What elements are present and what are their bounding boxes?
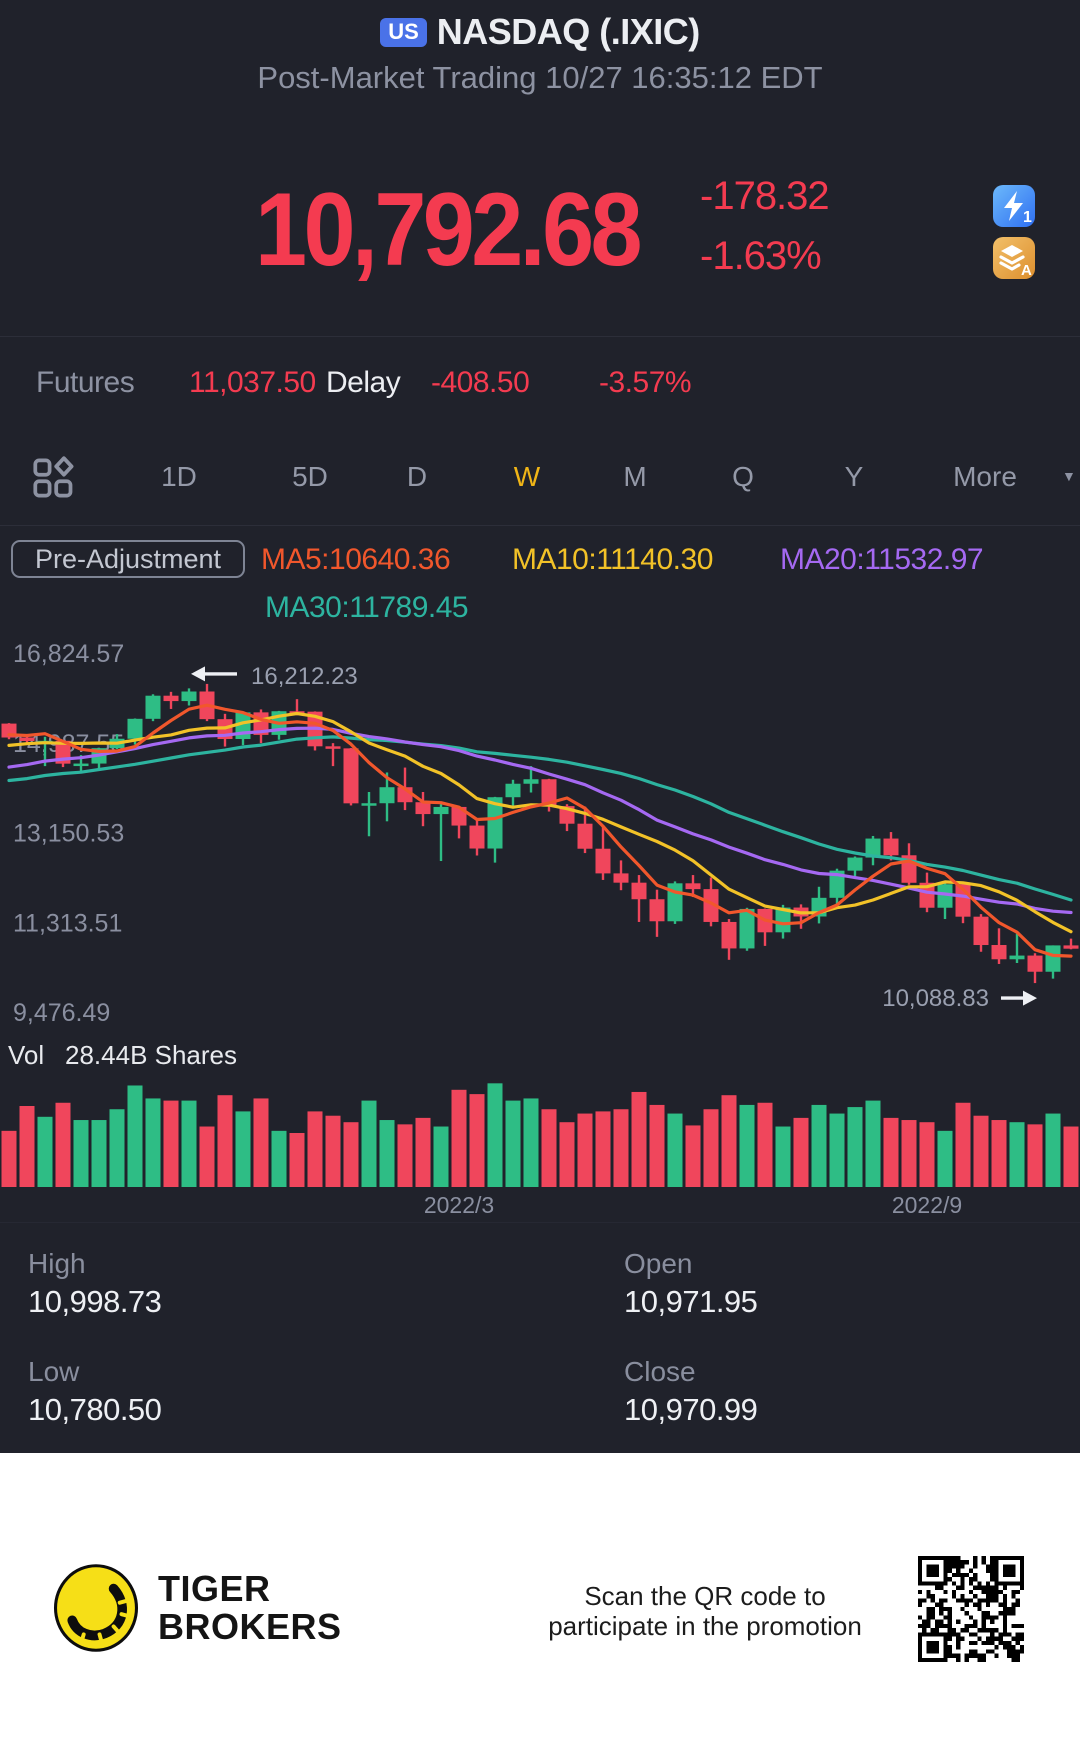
futures-label[interactable]: Futures [36,366,135,399]
tab-d[interactable]: D [406,461,428,492]
chart-layout-grid-icon[interactable] [33,456,75,500]
promo-line2: participate in the promotion [548,1611,862,1641]
tab-5d[interactable]: 5D [292,461,328,492]
ma5-value: MA5:10640.36 [261,543,451,576]
ma5-line [7,703,1073,958]
chevron-down-icon[interactable]: ▼ [1062,468,1076,484]
svg-text:A: A [1021,262,1032,279]
ma30-line [7,735,1073,902]
ma30-value: MA30:11789.45 [265,591,469,624]
x-axis-label: 2022/9 [891,1192,963,1218]
tab-1d[interactable]: 1D [161,461,197,492]
tab-q[interactable]: Q [732,461,754,492]
y-axis-label: 13,150.53 [13,820,124,848]
futures-price: 11,037.50 [189,366,316,399]
brand-line2: BROKERS [158,1606,342,1647]
promo-line1: Scan the QR code to [584,1581,826,1611]
volume-label: Vol [8,1040,45,1070]
pre-adjustment-toggle[interactable]: Pre-Adjustment [11,540,245,578]
ma10-value: MA10:11140.30 [512,543,713,576]
brand-line1: TIGER [158,1568,271,1609]
tiger-brokers-logo-icon [52,1564,140,1652]
lightning-icon: 1 [1004,191,1032,226]
high-value: 10,998.73 [28,1284,162,1319]
high-label: High [28,1248,86,1279]
price-change: -178.32 [700,174,830,218]
open-label: Open [624,1248,693,1279]
ma20-line [7,726,1073,915]
close-value: 10,970.99 [624,1392,758,1427]
market-badge: US [380,17,427,47]
divider [0,336,1080,337]
ma10-line [7,711,1073,934]
futures-change-percent: -3.57% [599,366,692,399]
session-status: Post-Market Trading 10/27 16:35:12 EDT [257,60,823,95]
divider [0,525,1080,526]
volume-value: 28.44B Shares [65,1040,238,1070]
volume-chart[interactable] [0,1072,1080,1190]
low-label: Low [28,1356,80,1387]
y-axis-label: 16,824.57 [13,640,124,668]
pre-adjustment-label: Pre-Adjustment [34,543,222,574]
depth-level-icon[interactable]: A [993,237,1035,279]
tab-y[interactable]: Y [844,461,864,492]
svg-text:16,212.23: 16,212.23 [251,663,358,690]
y-axis-label: 9,476.49 [13,999,110,1027]
last-price: 10,792.68 [255,172,643,288]
promo-text: Scan the QR code to participate in the p… [490,1581,920,1641]
low-value: 10,780.50 [28,1392,162,1427]
price-change-percent: -1.63% [700,234,822,278]
tab-more[interactable]: More [953,461,1017,492]
price-chart[interactable]: 16,824.5714,987.5513,150.5311,313.519,47… [0,555,1080,1035]
svg-text:1: 1 [1023,209,1032,226]
close-label: Close [624,1356,696,1387]
page-title: NASDAQ (.IXIC) [436,11,701,52]
promo-footer [0,1453,1080,1761]
layers-icon: A [999,245,1032,279]
futures-change: -408.50 [431,366,530,399]
x-axis-label: 2022/3 [423,1192,495,1218]
flash-order-icon[interactable]: 1 [993,185,1035,227]
header-title-row: US NASDAQ (.IXIC) [0,10,1080,54]
brand-name: TIGER BROKERS [158,1570,342,1646]
svg-text:10,088.83: 10,088.83 [882,985,989,1012]
ma20-value: MA20:11532.97 [780,543,984,576]
tab-w[interactable]: W [513,461,541,492]
divider [0,1222,1080,1223]
y-axis-label: 11,313.51 [13,909,122,937]
tab-m[interactable]: M [623,461,647,492]
futures-delay-label: Delay [326,366,401,399]
qr-code [918,1556,1024,1662]
open-value: 10,971.95 [624,1284,758,1319]
